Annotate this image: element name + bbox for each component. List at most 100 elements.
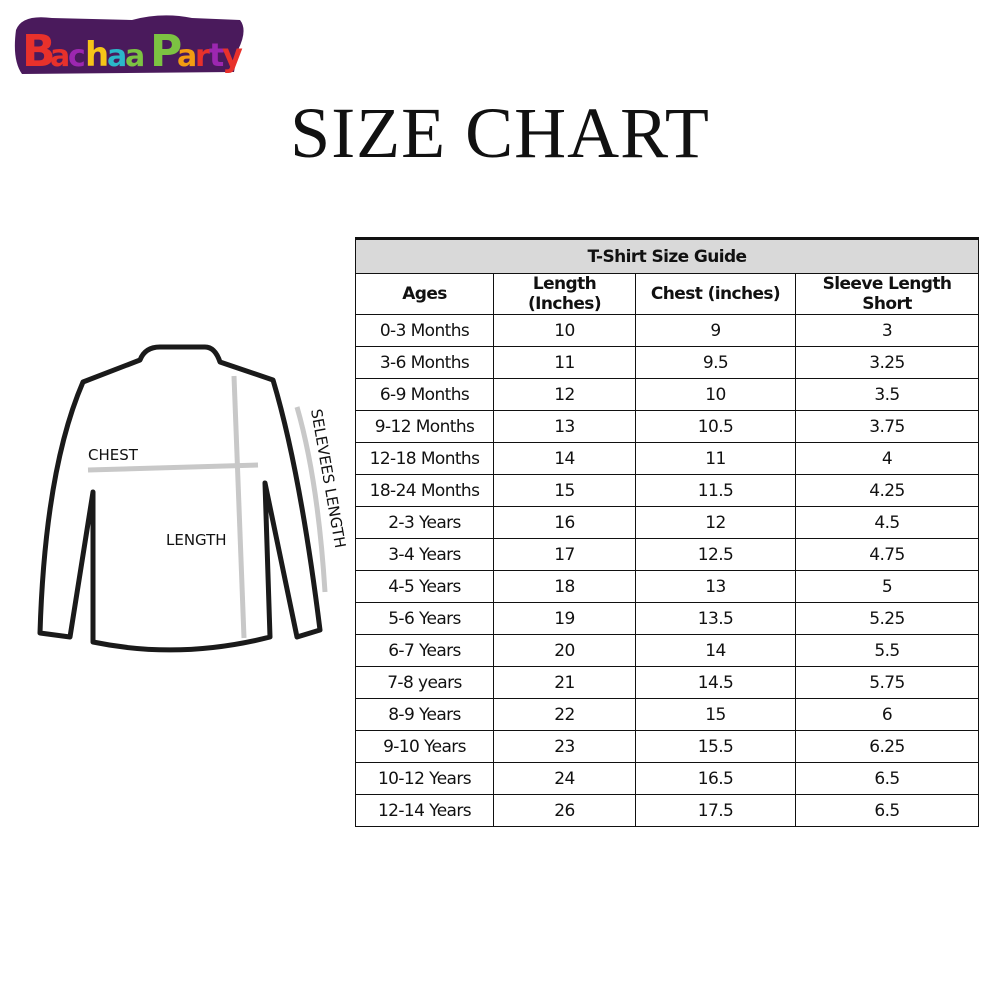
table-row: 8-9 Years 22 15 6 (355, 698, 979, 731)
table-cell: 22 (493, 698, 636, 731)
table-cell: 7-8 years (355, 666, 494, 699)
table-cell: 3-4 Years (355, 538, 494, 571)
table-cell: 9 (635, 314, 796, 347)
table-cell: 26 (493, 794, 636, 827)
table-cell: 5.75 (795, 666, 979, 699)
shirt-outline (37, 344, 323, 653)
svg-text:a: a (177, 39, 197, 74)
table-cell: 12 (493, 378, 636, 411)
length-measure-line (231, 375, 247, 639)
table-row: 3-4 Years 17 12.5 4.75 (355, 538, 979, 571)
table-cell: 4-5 Years (355, 570, 494, 603)
table-cell: 3.25 (795, 346, 979, 379)
shirt-diagram: CHEST LENGTH SELEVEES LENGTH (37, 344, 349, 653)
table-cell: 10 (493, 314, 636, 347)
table-cell: 9-12 Months (355, 410, 494, 443)
table-cell: 12 (635, 506, 796, 539)
table-cell: 19 (493, 602, 636, 635)
table-cell: 21 (493, 666, 636, 699)
svg-text:r: r (195, 39, 210, 74)
table-cell: 5 (795, 570, 979, 603)
svg-text:P: P (150, 26, 182, 77)
column-header: Length (Inches) (493, 273, 636, 315)
table-cell: 15.5 (635, 730, 796, 763)
column-header: Ages (355, 273, 494, 315)
table-cell: 17 (493, 538, 636, 571)
table-cell: 11.5 (635, 474, 796, 507)
table-cell: 16 (493, 506, 636, 539)
table-cell: 13 (493, 410, 636, 443)
table-cell: 4.25 (795, 474, 979, 507)
table-row: 6-9 Months 12 10 3.5 (355, 378, 979, 411)
size-guide-table: T-Shirt Size Guide Ages Length (Inches) Ch… (355, 237, 979, 827)
table-cell: 5.25 (795, 602, 979, 635)
table-cell: 16.5 (635, 762, 796, 795)
table-cell: 0-3 Months (355, 314, 494, 347)
table-cell: 10-12 Years (355, 762, 494, 795)
table-caption: T-Shirt Size Guide (355, 237, 979, 274)
table-cell: 4.5 (795, 506, 979, 539)
table-row: 18-24 Months 15 11.5 4.25 (355, 474, 979, 507)
length-label: LENGTH (166, 531, 227, 549)
table-row: 12-14 Years 26 17.5 6.5 (355, 794, 979, 827)
table-cell: 5-6 Years (355, 602, 494, 635)
column-header: Chest (inches) (635, 273, 796, 315)
table-row: 10-12 Years 24 16.5 6.5 (355, 762, 979, 795)
column-header: Sleeve Length Short (795, 273, 979, 315)
chest-label: CHEST (88, 446, 139, 464)
table-cell: 12-14 Years (355, 794, 494, 827)
table-row: 3-6 Months 11 9.5 3.25 (355, 346, 979, 379)
table-cell: 3.5 (795, 378, 979, 411)
table-cell: 6-7 Years (355, 634, 494, 667)
table-cell: 6.25 (795, 730, 979, 763)
table-cell: 24 (493, 762, 636, 795)
svg-text:a: a (50, 39, 70, 74)
table-row: 0-3 Months 10 9 3 (355, 314, 979, 347)
table-row: 9-10 Years 23 15.5 6.25 (355, 730, 979, 763)
svg-text:c: c (68, 39, 86, 74)
table-row: 6-7 Years 20 14 5.5 (355, 634, 979, 667)
page-title: SIZE CHART (290, 93, 710, 173)
chest-measure-line (87, 462, 259, 473)
table-cell: 11 (635, 442, 796, 475)
table-cell: 14.5 (635, 666, 796, 699)
table-cell: 14 (493, 442, 636, 475)
table-cell: 11 (493, 346, 636, 379)
table-cell: 6 (795, 698, 979, 731)
table-row: 9-12 Months 13 10.5 3.75 (355, 410, 979, 443)
bachaaparty-logo: B a c h a a P a r t y (14, 15, 244, 77)
table-cell: 12.5 (635, 538, 796, 571)
svg-text:y: y (222, 36, 243, 74)
table-cell: 3.75 (795, 410, 979, 443)
table-cell: 15 (635, 698, 796, 731)
table-row: 2-3 Years 16 12 4.5 (355, 506, 979, 539)
table-cell: 12-18 Months (355, 442, 494, 475)
svg-text:a: a (107, 39, 127, 74)
table-row: 4-5 Years 18 13 5 (355, 570, 979, 603)
table-cell: 8-9 Years (355, 698, 494, 731)
table-cell: 23 (493, 730, 636, 763)
sleeve-measure-line (294, 406, 328, 593)
table-cell: 6-9 Months (355, 378, 494, 411)
table-cell: 10 (635, 378, 796, 411)
svg-text:h: h (85, 35, 109, 75)
table-cell: 13.5 (635, 602, 796, 635)
svg-text:B: B (22, 26, 56, 77)
table-cell: 2-3 Years (355, 506, 494, 539)
table-cell: 4.75 (795, 538, 979, 571)
table-cell: 17.5 (635, 794, 796, 827)
svg-text:t: t (209, 36, 224, 74)
table-cell: 9.5 (635, 346, 796, 379)
table-cell: 6.5 (795, 794, 979, 827)
table-cell: 5.5 (795, 634, 979, 667)
table-cell: 18 (493, 570, 636, 603)
table-cell: 9-10 Years (355, 730, 494, 763)
table-row: 7-8 years 21 14.5 5.75 (355, 666, 979, 699)
table-cell: 3-6 Months (355, 346, 494, 379)
table-cell: 6.5 (795, 762, 979, 795)
table-cell: 20 (493, 634, 636, 667)
table-cell: 14 (635, 634, 796, 667)
table-cell: 10.5 (635, 410, 796, 443)
svg-text:a: a (125, 39, 145, 74)
